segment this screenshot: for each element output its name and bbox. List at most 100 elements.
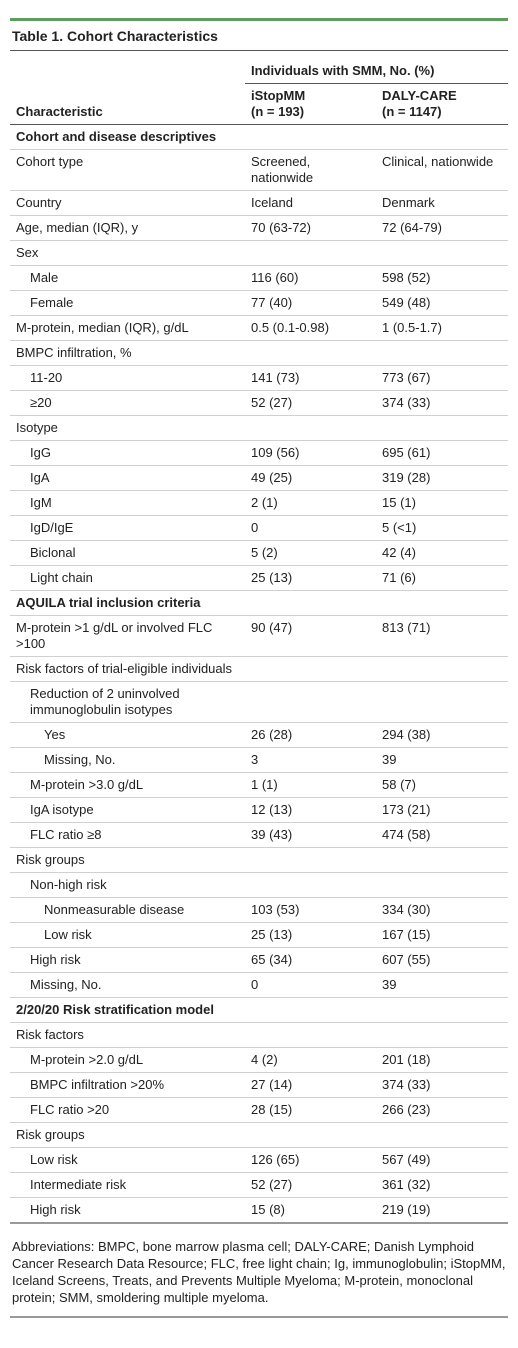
row-value: Denmark <box>376 190 508 216</box>
empty-cell <box>245 681 376 723</box>
table-row: Yes 26 (28) 294 (38) <box>10 722 508 748</box>
table-row: Low risk 126 (65) 567 (49) <box>10 1147 508 1173</box>
empty-cell <box>245 872 376 898</box>
row-label: BMPC infiltration, % <box>10 340 245 366</box>
table-row: FLC ratio >20 28 (15) 266 (23) <box>10 1097 508 1123</box>
empty-cell <box>376 1022 508 1048</box>
row-value: 52 (27) <box>245 390 376 416</box>
empty-cell <box>245 1022 376 1048</box>
row-label: Light chain <box>10 565 245 591</box>
row-value: 374 (33) <box>376 390 508 416</box>
table-row: M-protein, median (IQR), g/dL 0.5 (0.1-0.… <box>10 315 508 341</box>
row-value: 173 (21) <box>376 797 508 823</box>
table-row: FLC ratio ≥8 39 (43) 474 (58) <box>10 822 508 848</box>
row-label: Reduction of 2 uninvolved immunoglobulin… <box>10 681 245 723</box>
header-row: Characteristic Individuals with SMM, No.… <box>10 51 508 125</box>
row-value: 1 (0.5-1.7) <box>376 315 508 341</box>
table-row: Missing, No. 0 39 <box>10 972 508 998</box>
row-value: 201 (18) <box>376 1047 508 1073</box>
empty-cell <box>376 872 508 898</box>
table-row: 11-20 141 (73) 773 (67) <box>10 365 508 391</box>
row-value: 103 (53) <box>245 897 376 923</box>
row-value: 4 (2) <box>245 1047 376 1073</box>
row-label: Missing, No. <box>10 747 245 773</box>
empty-cell <box>245 415 376 441</box>
row-value: 12 (13) <box>245 797 376 823</box>
table-row: Isotype <box>10 415 508 441</box>
row-value: 25 (13) <box>245 922 376 948</box>
table-row: High risk 15 (8) 219 (19) <box>10 1197 508 1224</box>
table-row: Country Iceland Denmark <box>10 190 508 216</box>
row-label: M-protein >3.0 g/dL <box>10 772 245 798</box>
row-value: 2 (1) <box>245 490 376 516</box>
row-value: 116 (60) <box>245 265 376 291</box>
row-value: 90 (47) <box>245 615 376 657</box>
section-row: Cohort and disease descriptives <box>10 124 508 150</box>
table-row: Age, median (IQR), y 70 (63-72) 72 (64-79) <box>10 215 508 241</box>
column-header-line: iStopMM <box>251 88 306 103</box>
table-row: Intermediate risk 52 (27) 361 (32) <box>10 1172 508 1198</box>
row-value: 77 (40) <box>245 290 376 316</box>
empty-cell <box>245 847 376 873</box>
table-row: BMPC infiltration >20% 27 (14) 374 (33) <box>10 1072 508 1098</box>
row-label: Intermediate risk <box>10 1172 245 1198</box>
row-value: 39 (43) <box>245 822 376 848</box>
table-row: Risk factors of trial-eligible individua… <box>10 656 508 682</box>
table-row: Light chain 25 (13) 71 (6) <box>10 565 508 591</box>
empty-cell <box>376 847 508 873</box>
row-label: IgM <box>10 490 245 516</box>
row-value: 15 (1) <box>376 490 508 516</box>
row-label: FLC ratio ≥8 <box>10 822 245 848</box>
empty-cell <box>376 656 508 682</box>
empty-cell <box>245 1122 376 1148</box>
row-value: 49 (25) <box>245 465 376 491</box>
row-label: High risk <box>10 947 245 973</box>
column-header: DALY-CARE (n = 1147) <box>376 83 508 125</box>
row-value: 109 (56) <box>245 440 376 466</box>
row-value: 0 <box>245 972 376 998</box>
row-value: 334 (30) <box>376 897 508 923</box>
table-row: M-protein >2.0 g/dL 4 (2) 201 (18) <box>10 1047 508 1073</box>
table-row: IgA isotype 12 (13) 173 (21) <box>10 797 508 823</box>
column-header-line: DALY-CARE <box>382 88 457 103</box>
row-label: M-protein >2.0 g/dL <box>10 1047 245 1073</box>
row-label: Non-high risk <box>10 872 245 898</box>
row-label: Risk groups <box>10 1122 245 1148</box>
row-value: 42 (4) <box>376 540 508 566</box>
row-value: 0.5 (0.1-0.98) <box>245 315 376 341</box>
row-value: 294 (38) <box>376 722 508 748</box>
table-row: Risk groups <box>10 847 508 873</box>
row-value: 695 (61) <box>376 440 508 466</box>
empty-cell <box>376 240 508 266</box>
row-value: 3 <box>245 747 376 773</box>
row-value: 141 (73) <box>245 365 376 391</box>
row-value: 58 (7) <box>376 772 508 798</box>
empty-cell <box>245 656 376 682</box>
row-value: 72 (64-79) <box>376 215 508 241</box>
row-value: 39 <box>376 747 508 773</box>
row-label: IgD/IgE <box>10 515 245 541</box>
row-value: 219 (19) <box>376 1197 508 1224</box>
row-label: Risk factors of trial-eligible individua… <box>10 656 245 682</box>
table-row: Risk factors <box>10 1022 508 1048</box>
row-label: Risk factors <box>10 1022 245 1048</box>
row-value: 28 (15) <box>245 1097 376 1123</box>
table-row: BMPC infiltration, % <box>10 340 508 366</box>
row-label: M-protein, median (IQR), g/dL <box>10 315 245 341</box>
table-row: Risk groups <box>10 1122 508 1148</box>
row-label: Missing, No. <box>10 972 245 998</box>
table-row: Non-high risk <box>10 872 508 898</box>
row-value: 5 (2) <box>245 540 376 566</box>
table-row: Sex <box>10 240 508 266</box>
row-value: 374 (33) <box>376 1072 508 1098</box>
column-header-line: (n = 1147) <box>382 104 442 119</box>
table-row: Missing, No. 3 39 <box>10 747 508 773</box>
table-header: Characteristic Individuals with SMM, No.… <box>10 51 508 125</box>
table-section: Cohort and disease descriptives Cohort ty… <box>10 124 508 591</box>
row-value: 52 (27) <box>245 1172 376 1198</box>
row-label: IgA isotype <box>10 797 245 823</box>
table-row: High risk 65 (34) 607 (55) <box>10 947 508 973</box>
header-cell: Characteristic <box>10 51 245 125</box>
row-value: 70 (63-72) <box>245 215 376 241</box>
column-header: iStopMM (n = 193) <box>245 83 376 125</box>
